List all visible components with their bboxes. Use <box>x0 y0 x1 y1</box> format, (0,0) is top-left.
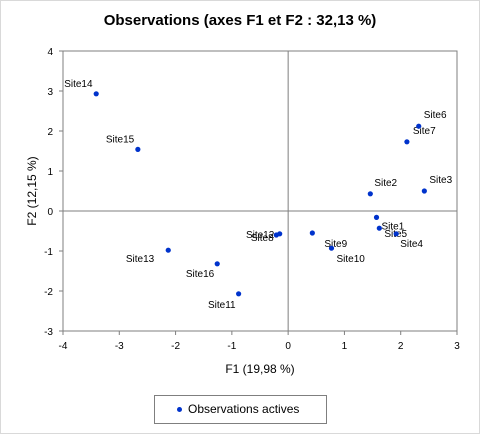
y-tick-label: 0 <box>47 207 53 218</box>
data-point <box>393 231 399 237</box>
data-point-label: Site16 <box>186 269 215 280</box>
data-point <box>421 188 427 194</box>
chart-title: Observations (axes F1 et F2 : 32,13 %) <box>103 12 377 29</box>
x-tick-label: -1 <box>227 341 236 352</box>
y-tick-label: -1 <box>44 247 53 258</box>
data-point <box>373 214 380 220</box>
data-point-label: Site13 <box>126 254 155 265</box>
y-tick-label: -3 <box>44 327 53 338</box>
data-point-label: Site6 <box>424 110 447 121</box>
data-point <box>328 245 335 251</box>
data-point <box>165 247 171 253</box>
data-point <box>376 225 382 231</box>
data-point-label: Site12 <box>246 230 275 241</box>
x-tick-label: 2 <box>398 341 404 352</box>
x-tick-label: -3 <box>115 341 124 352</box>
data-point <box>236 291 242 297</box>
data-point-label: Site1 <box>382 221 405 232</box>
y-axis-title: F2 (12,15 %) <box>25 156 39 225</box>
y-tick-label: 3 <box>47 87 53 98</box>
legend-marker <box>177 407 182 412</box>
x-tick-label: -2 <box>171 341 180 352</box>
x-tick-label: 1 <box>342 341 348 352</box>
legend-label: Observations actives <box>188 402 300 416</box>
data-point-label: Site8 <box>251 233 274 244</box>
data-point-label: Site4 <box>400 239 423 250</box>
data-point-label: Site9 <box>324 239 347 250</box>
data-point <box>404 139 410 145</box>
data-point-label: Site14 <box>64 79 93 90</box>
data-point-label: Site3 <box>429 175 452 186</box>
x-tick-label: 0 <box>285 341 291 352</box>
data-point <box>135 146 141 152</box>
data-point-label: Site11 <box>208 300 236 311</box>
plot-area-border <box>62 50 458 332</box>
y-tick-label: 2 <box>47 127 53 138</box>
data-point <box>277 231 283 237</box>
data-point-label: Site7 <box>413 126 436 137</box>
data-point <box>214 261 220 267</box>
data-point-label: Site10 <box>336 254 365 265</box>
scatter-plot: -4 -3 -2 -1 0 1 2 3 -3 -2 -1 0 1 2 3 4 F1 (19,98 %) F2 (1… <box>25 47 460 376</box>
x-tick-label: 3 <box>454 341 460 352</box>
data-point <box>416 123 422 129</box>
y-tick-label: -2 <box>44 287 53 298</box>
data-point-label: Site15 <box>106 134 135 145</box>
data-point <box>367 191 373 197</box>
y-tick-label: 1 <box>47 167 53 178</box>
data-point <box>309 230 315 236</box>
data-point <box>93 91 99 97</box>
x-tick-label: -4 <box>59 341 68 352</box>
x-axis-title: F1 (19,98 %) <box>225 362 294 376</box>
legend: Observations actives <box>154 395 327 424</box>
y-tick-label: 4 <box>47 47 53 58</box>
data-point-label: Site2 <box>374 178 397 189</box>
